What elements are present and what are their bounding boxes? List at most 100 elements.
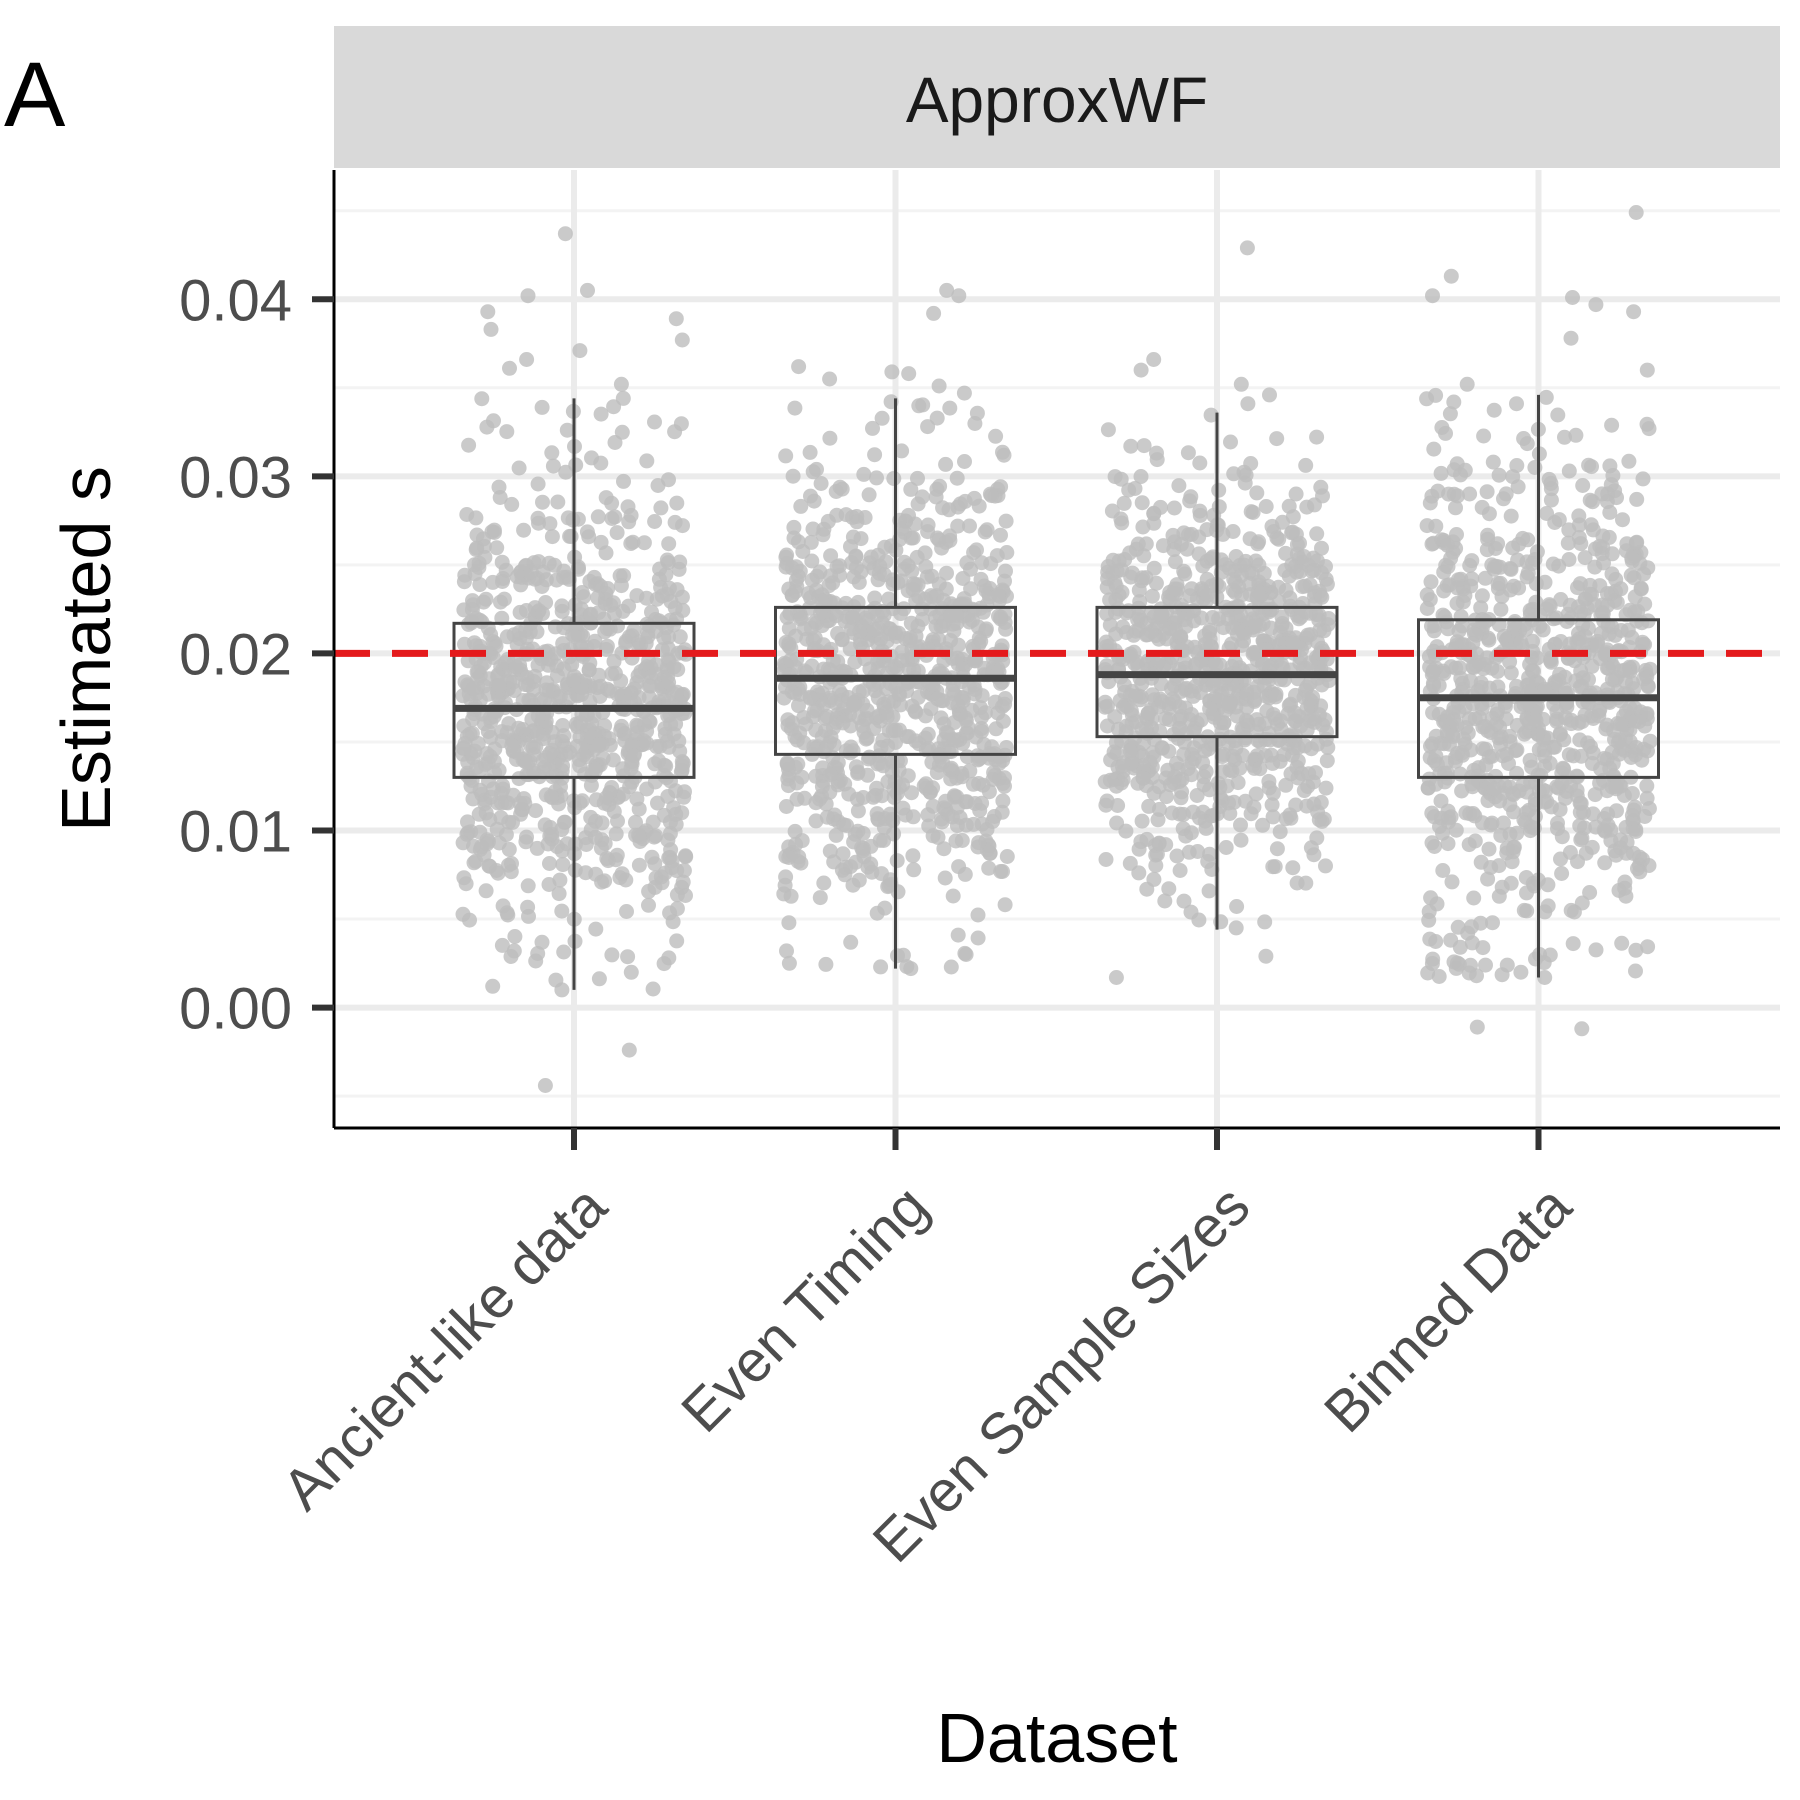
data-point xyxy=(1509,396,1524,412)
data-point xyxy=(993,864,1009,879)
data-point xyxy=(1116,495,1132,511)
data-point xyxy=(656,956,672,972)
data-point xyxy=(939,565,954,581)
data-point xyxy=(814,729,830,745)
data-point xyxy=(615,390,631,406)
data-point xyxy=(468,542,484,558)
data-point xyxy=(1621,453,1637,469)
data-point xyxy=(614,718,630,734)
data-point xyxy=(936,800,952,816)
data-point xyxy=(455,835,471,851)
data-point xyxy=(971,776,987,791)
data-point xyxy=(579,524,595,540)
data-point xyxy=(535,494,550,510)
data-point xyxy=(663,716,679,732)
data-point xyxy=(1228,741,1244,756)
data-point xyxy=(646,829,662,845)
data-point xyxy=(1528,576,1544,592)
data-point xyxy=(1106,744,1122,760)
data-point xyxy=(629,725,645,741)
data-point xyxy=(1474,815,1490,831)
data-point xyxy=(1628,942,1644,958)
data-point xyxy=(506,943,522,959)
data-point xyxy=(1502,654,1518,670)
data-point xyxy=(889,853,905,869)
data-point xyxy=(1637,718,1653,734)
data-point xyxy=(1238,712,1254,728)
data-point xyxy=(650,478,666,493)
data-point xyxy=(928,489,944,505)
data-point xyxy=(1133,469,1149,484)
data-point xyxy=(1428,934,1444,949)
data-point xyxy=(1296,549,1312,564)
data-point xyxy=(1561,463,1577,479)
data-point xyxy=(851,684,867,700)
data-point xyxy=(1177,566,1193,582)
data-point xyxy=(1597,855,1613,871)
data-point xyxy=(501,814,517,830)
data-point xyxy=(976,578,992,594)
data-point xyxy=(572,795,588,811)
data-point xyxy=(593,578,608,594)
data-point xyxy=(1195,755,1211,771)
data-point xyxy=(1181,844,1197,860)
data-point xyxy=(808,768,824,784)
data-point xyxy=(1561,552,1577,567)
data-point xyxy=(489,821,505,837)
data-point xyxy=(1503,665,1519,681)
data-point xyxy=(1532,618,1548,634)
data-point xyxy=(1473,600,1489,616)
data-point xyxy=(997,778,1012,794)
data-point xyxy=(1285,524,1301,540)
data-point xyxy=(1592,651,1608,667)
data-point xyxy=(1624,550,1640,566)
data-point xyxy=(776,886,792,902)
data-point xyxy=(970,907,986,923)
data-point xyxy=(1319,753,1335,769)
data-point xyxy=(994,804,1010,820)
data-point xyxy=(555,857,571,873)
data-point xyxy=(597,624,613,640)
data-point xyxy=(907,703,923,719)
data-point xyxy=(822,767,838,783)
data-point xyxy=(1134,495,1150,511)
data-point xyxy=(528,803,544,819)
data-point xyxy=(573,715,588,731)
data-point xyxy=(1318,731,1334,747)
data-point xyxy=(1527,808,1543,824)
data-point xyxy=(544,445,560,461)
data-point-outlier xyxy=(901,366,917,382)
data-point xyxy=(1425,705,1441,721)
data-point xyxy=(1194,581,1210,597)
data-point xyxy=(1560,535,1576,551)
data-point xyxy=(828,827,844,843)
data-point xyxy=(456,574,472,590)
data-point xyxy=(854,840,870,856)
data-point xyxy=(1629,534,1645,550)
data-point xyxy=(816,744,832,760)
data-point xyxy=(494,937,510,953)
data-point xyxy=(911,589,927,605)
data-point xyxy=(1149,445,1164,461)
data-point xyxy=(815,527,831,543)
data-point xyxy=(962,763,978,779)
data-point xyxy=(486,522,502,538)
data-point xyxy=(610,813,625,829)
data-point xyxy=(537,817,553,833)
y-tick-label: 0.03 xyxy=(179,445,292,510)
data-point xyxy=(1226,466,1242,482)
data-point xyxy=(781,839,797,855)
data-point xyxy=(877,900,893,916)
box-iqr xyxy=(452,621,696,779)
data-point xyxy=(914,489,930,505)
data-point xyxy=(920,419,936,435)
data-point xyxy=(1234,637,1250,653)
data-point xyxy=(929,588,945,604)
data-point xyxy=(1453,609,1469,625)
data-point xyxy=(1278,777,1294,793)
data-point xyxy=(1467,833,1483,849)
data-point xyxy=(1151,779,1167,795)
data-point xyxy=(778,869,794,885)
data-point xyxy=(1603,477,1619,493)
data-point xyxy=(873,959,889,975)
